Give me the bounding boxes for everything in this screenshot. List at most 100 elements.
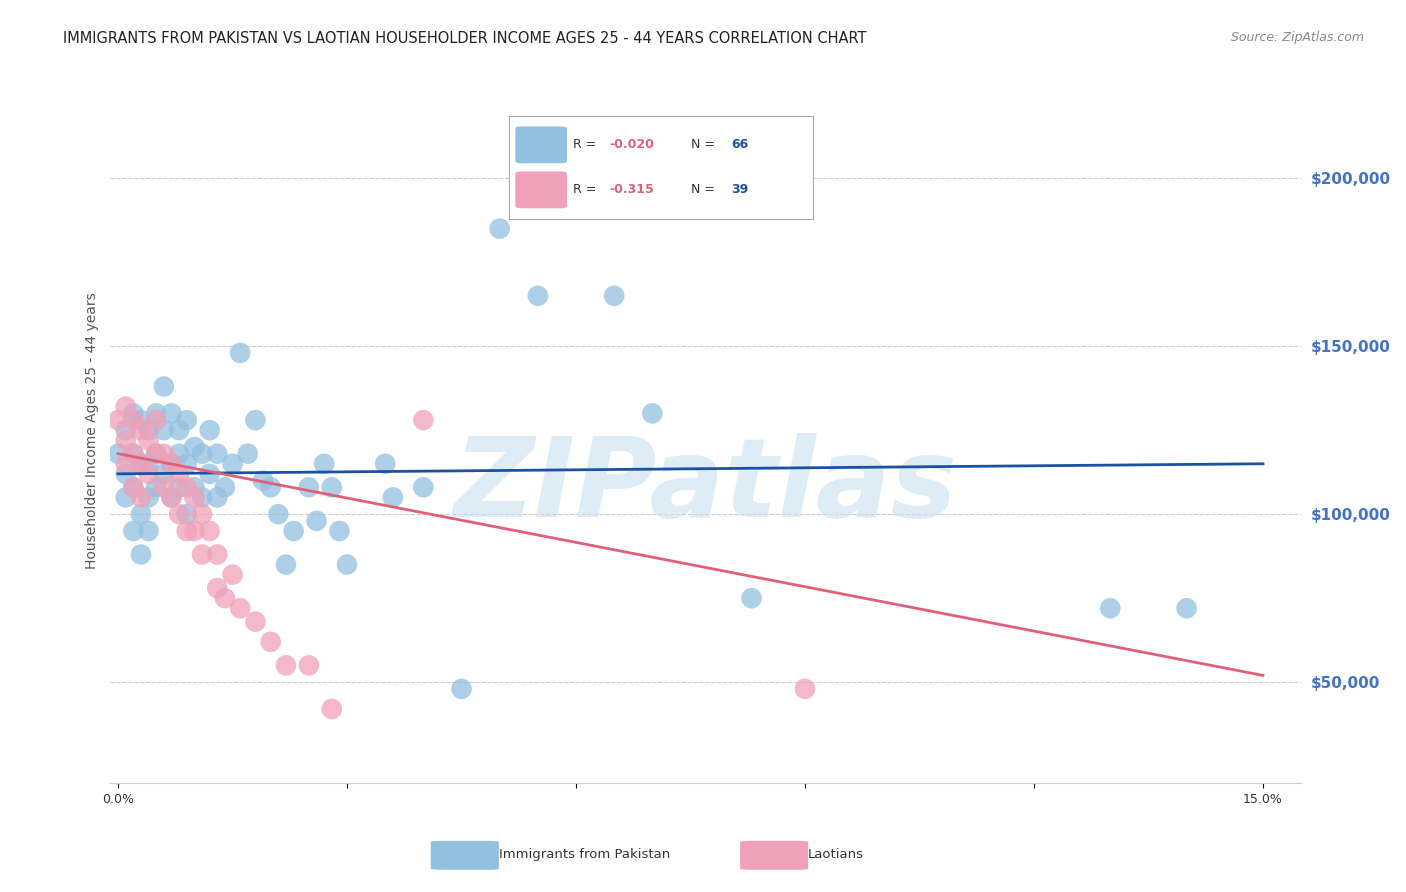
Text: ZIPatlas: ZIPatlas — [454, 434, 957, 541]
Point — [198, 524, 221, 538]
Point — [229, 346, 252, 360]
Text: Source: ZipAtlas.com: Source: ZipAtlas.com — [1230, 31, 1364, 45]
Point — [381, 491, 404, 505]
Point — [488, 221, 510, 235]
Point — [794, 681, 817, 696]
Point — [176, 507, 198, 521]
Point — [167, 447, 190, 461]
Point — [114, 423, 136, 437]
Point — [176, 524, 198, 538]
Point — [114, 491, 136, 505]
Point — [527, 289, 550, 303]
Point — [741, 591, 763, 606]
Point — [274, 558, 297, 572]
FancyBboxPatch shape — [430, 841, 499, 870]
Point — [214, 480, 236, 494]
Point — [114, 457, 136, 471]
Point — [138, 467, 160, 481]
Point — [1175, 601, 1198, 615]
Point — [114, 434, 136, 448]
Point — [167, 480, 190, 494]
Point — [145, 447, 167, 461]
Point — [160, 457, 183, 471]
Point — [160, 457, 183, 471]
Point — [138, 423, 160, 437]
Point — [191, 447, 214, 461]
Point — [221, 457, 243, 471]
Point — [138, 491, 160, 505]
Point — [183, 491, 205, 505]
Point — [167, 507, 190, 521]
Point — [252, 474, 274, 488]
Point — [321, 480, 343, 494]
Point — [412, 480, 434, 494]
Point — [336, 558, 359, 572]
Point — [114, 400, 136, 414]
Point — [198, 423, 221, 437]
Point — [129, 457, 152, 471]
Point — [214, 591, 236, 606]
Point — [129, 423, 152, 437]
Point — [321, 702, 343, 716]
Point — [138, 434, 160, 448]
Point — [328, 524, 350, 538]
Point — [107, 447, 129, 461]
Point — [122, 447, 145, 461]
Point — [183, 524, 205, 538]
Point — [153, 447, 176, 461]
Point — [153, 423, 176, 437]
Point — [176, 480, 198, 494]
Y-axis label: Householder Income Ages 25 - 44 years: Householder Income Ages 25 - 44 years — [86, 292, 100, 568]
Point — [122, 406, 145, 420]
Point — [145, 406, 167, 420]
Point — [145, 447, 167, 461]
Point — [153, 480, 176, 494]
Point — [374, 457, 396, 471]
Point — [450, 681, 472, 696]
Point — [221, 567, 243, 582]
Point — [122, 480, 145, 494]
Point — [176, 457, 198, 471]
Point — [245, 413, 267, 427]
Point — [122, 480, 145, 494]
Point — [129, 491, 152, 505]
Point — [153, 379, 176, 393]
Point — [167, 423, 190, 437]
Point — [260, 480, 283, 494]
Point — [603, 289, 626, 303]
Point — [138, 457, 160, 471]
Point — [198, 467, 221, 481]
Point — [114, 467, 136, 481]
Point — [298, 480, 321, 494]
Point — [129, 507, 152, 521]
Point — [207, 491, 229, 505]
Point — [267, 507, 290, 521]
Point — [153, 467, 176, 481]
Point — [122, 524, 145, 538]
Point — [160, 406, 183, 420]
Point — [183, 440, 205, 454]
Point — [191, 548, 214, 562]
Point — [145, 480, 167, 494]
Text: IMMIGRANTS FROM PAKISTAN VS LAOTIAN HOUSEHOLDER INCOME AGES 25 - 44 YEARS CORREL: IMMIGRANTS FROM PAKISTAN VS LAOTIAN HOUS… — [63, 31, 866, 46]
Point — [207, 548, 229, 562]
Point — [122, 447, 145, 461]
Point — [122, 413, 145, 427]
Point — [274, 658, 297, 673]
Point — [167, 467, 190, 481]
Point — [129, 548, 152, 562]
Point — [314, 457, 336, 471]
Point — [298, 658, 321, 673]
Point — [129, 457, 152, 471]
Point — [183, 480, 205, 494]
Point — [236, 447, 259, 461]
Text: Laotians: Laotians — [808, 847, 865, 861]
Point — [305, 514, 328, 528]
Point — [412, 413, 434, 427]
Point — [191, 507, 214, 521]
Point — [176, 413, 198, 427]
Point — [283, 524, 305, 538]
Point — [229, 601, 252, 615]
Point — [160, 491, 183, 505]
Point — [160, 491, 183, 505]
